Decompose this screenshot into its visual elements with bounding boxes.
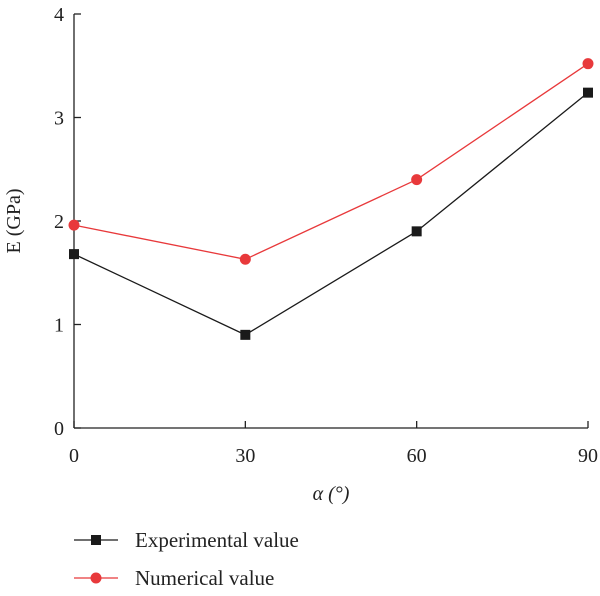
y-tick-label: 0: [54, 418, 64, 440]
y-tick-label: 1: [54, 315, 64, 337]
legend-marker-experimental: [91, 535, 101, 545]
data-point-experimental: [240, 329, 251, 340]
y-axis-title: E (GPa): [3, 189, 25, 254]
data-point-numerical: [68, 219, 80, 231]
x-axis-title: α (°): [313, 483, 350, 505]
legend: Experimental value Numerical value: [74, 528, 299, 590]
series-layer: [68, 58, 594, 340]
x-tick-label: 90: [578, 445, 598, 467]
legend-label-numerical: Numerical value: [135, 566, 274, 590]
legend-label-experimental: Experimental value: [135, 528, 299, 552]
data-point-numerical: [582, 58, 594, 70]
data-point-experimental: [411, 226, 422, 237]
y-tick-label: 4: [54, 4, 64, 26]
x-tick-label: 30: [235, 445, 255, 467]
data-point-numerical: [239, 253, 251, 265]
series-line-experimental: [73, 92, 589, 336]
legend-item-experimental: Experimental value: [74, 528, 299, 552]
legend-marker-numerical: [90, 572, 102, 584]
data-point-numerical: [411, 174, 423, 186]
x-tick-label: 60: [407, 445, 427, 467]
x-tick-label: 0: [69, 445, 79, 467]
legend-item-numerical: Numerical value: [74, 566, 274, 590]
y-tick-label: 2: [54, 211, 64, 233]
series-line-numerical: [73, 63, 589, 260]
data-point-experimental: [583, 87, 593, 98]
data-point-experimental: [69, 249, 79, 260]
y-tick-label: 3: [54, 108, 64, 130]
x-axis-ticks: 0 30 60 90: [69, 421, 598, 467]
